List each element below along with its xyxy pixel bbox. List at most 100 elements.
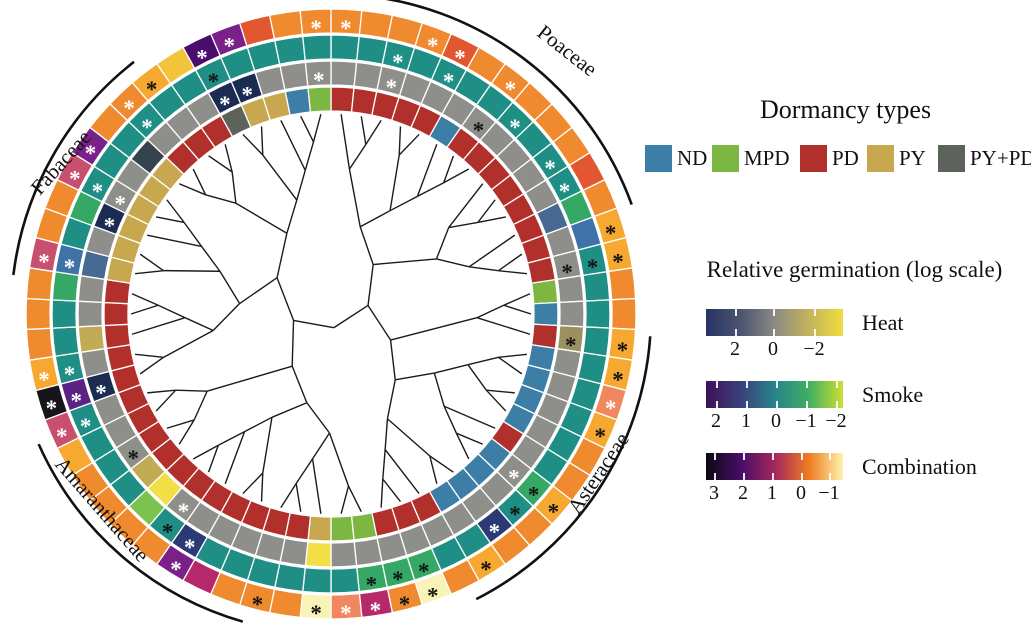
tree-branch	[477, 199, 496, 223]
germination-bar-row: 2 0 −2 Heat	[706, 309, 1031, 377]
tree-branch	[468, 234, 516, 268]
significance-asterisk: *	[38, 367, 50, 392]
tree-branch	[193, 390, 208, 421]
tree-branch	[244, 416, 273, 433]
significance-asterisk: *	[38, 250, 50, 275]
gradient-tick	[829, 473, 831, 480]
significance-asterisk: *	[178, 499, 190, 524]
significance-asterisk: *	[219, 92, 231, 117]
tree-branch	[231, 171, 237, 204]
tree-branch	[417, 182, 445, 197]
significance-asterisk: *	[184, 535, 196, 560]
tree-branch	[365, 120, 382, 145]
tree-branch	[456, 432, 484, 445]
tree-branch	[205, 194, 237, 204]
tree-branch	[486, 389, 515, 394]
significance-asterisk: *	[127, 446, 139, 471]
heat-ring-cell	[279, 61, 309, 91]
germination-legend-title: Relative germination (log scale)	[706, 257, 1003, 282]
tree-branch	[131, 293, 159, 306]
germination-bar-row: 3 2 1 0 −1 Combination	[706, 453, 1031, 521]
gradient-tick-label: 1	[767, 482, 777, 504]
dormancy-swatch	[800, 144, 827, 172]
significance-asterisk: *	[69, 166, 81, 191]
gradient-tick-label: 0	[796, 482, 806, 504]
tree-branch	[206, 365, 293, 392]
significance-asterisk: *	[370, 598, 382, 623]
gradient-tick	[716, 381, 718, 388]
tree-branch	[312, 114, 322, 143]
significance-asterisk: *	[310, 601, 322, 626]
gradient-tick-label: 2	[730, 338, 740, 360]
gradient-tick	[829, 453, 831, 460]
tree-branch	[306, 402, 331, 434]
family-arc	[12, 60, 135, 276]
gradient-tick	[743, 473, 745, 480]
tree-branch	[135, 353, 164, 359]
tree-branch	[498, 356, 523, 375]
significance-asterisk: *	[56, 424, 68, 449]
significance-asterisk: *	[85, 141, 97, 166]
tree-branch	[485, 389, 507, 412]
tree-branch	[296, 170, 306, 201]
tree-branch	[498, 253, 523, 272]
gradient-tick	[773, 329, 775, 336]
gradient-tick-label: 2	[711, 410, 721, 432]
heat-ring-cell	[330, 60, 358, 87]
tree-branch	[242, 472, 264, 495]
significance-asterisk: *	[162, 520, 174, 545]
gradient-tick	[801, 473, 803, 480]
tree-branch	[443, 405, 496, 429]
smoke-ring-cell	[584, 299, 611, 329]
gradient-tick-label: −2	[803, 338, 825, 360]
tree-branch	[304, 141, 315, 171]
dorm-ring-cell	[284, 87, 312, 116]
tree-branch	[348, 169, 361, 227]
tree-branch	[347, 485, 362, 513]
tree-branch	[503, 304, 532, 315]
tree-branch	[280, 120, 306, 171]
dorm-ring-cell	[530, 278, 559, 305]
gradient-tick	[836, 381, 838, 388]
gradient-tick	[743, 453, 745, 460]
significance-asterisk: *	[146, 77, 158, 102]
tree-branch	[262, 154, 298, 201]
tree-branch	[280, 483, 297, 508]
significance-asterisk: *	[366, 572, 378, 597]
tree-branch	[166, 419, 195, 429]
tree-branch	[434, 364, 469, 374]
significance-asterisk: *	[612, 367, 624, 392]
tree-branch	[276, 233, 288, 278]
tree-branch	[448, 183, 484, 229]
tree-branch	[476, 317, 531, 335]
significance-asterisk: *	[561, 260, 573, 285]
germination-bar-name: Heat	[862, 309, 904, 335]
tree-branch	[367, 264, 374, 306]
significance-asterisk: *	[392, 50, 404, 75]
tree-branch	[178, 183, 206, 196]
significance-asterisk: *	[141, 115, 153, 140]
tree-branch	[348, 144, 367, 170]
comb-ring-cell	[25, 327, 54, 361]
dormancy-legend-item: MPD	[712, 144, 790, 172]
dorm-ring-cell	[350, 512, 378, 541]
significance-asterisk: *	[473, 118, 485, 143]
tree-branch	[359, 210, 391, 228]
dorm-ring-cell	[533, 301, 559, 327]
significance-asterisk: *	[386, 75, 398, 100]
heat-ring-cell	[556, 274, 585, 304]
tree-branch	[389, 195, 418, 212]
tree-branch	[293, 319, 334, 329]
tree-branch	[295, 458, 314, 484]
significance-asterisk: *	[242, 83, 254, 108]
significance-asterisk: *	[92, 179, 104, 204]
dormancy-legend-title: Dormancy types	[759, 95, 932, 124]
gradient-tick	[714, 473, 716, 480]
gradient-tick	[806, 381, 808, 388]
significance-asterisk: *	[104, 213, 116, 238]
tree-branch	[340, 114, 351, 170]
heat-ring-cell	[80, 347, 111, 379]
tree-branch	[384, 449, 420, 494]
significance-asterisk: *	[95, 381, 107, 406]
